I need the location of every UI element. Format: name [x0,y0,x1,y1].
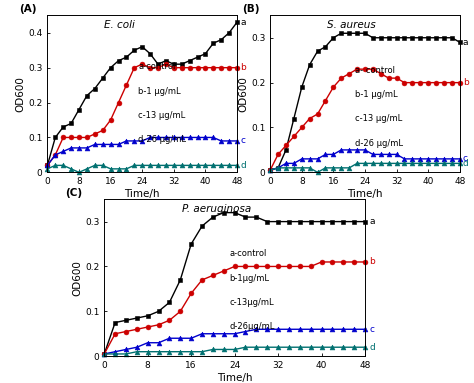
Text: c: c [369,325,374,334]
Text: b: b [369,257,375,267]
Text: c: c [240,136,245,146]
Text: d: d [240,161,246,170]
Text: (C): (C) [65,188,82,198]
X-axis label: Time/h: Time/h [125,189,160,199]
Text: b-1 μg/mL: b-1 μg/mL [138,87,181,96]
Text: d-26 μg/mL: d-26 μg/mL [356,139,403,147]
Text: (B): (B) [242,4,259,14]
Y-axis label: OD600: OD600 [15,76,26,112]
Text: a-control: a-control [229,249,267,259]
X-axis label: Time/h: Time/h [347,189,383,199]
X-axis label: Time/h: Time/h [217,373,252,383]
Text: b-1μg/mL: b-1μg/mL [229,274,269,283]
Text: S. aureus: S. aureus [327,20,376,30]
Text: d: d [369,343,375,352]
Text: b: b [463,78,469,87]
Text: E. coli: E. coli [104,20,135,30]
Text: c: c [463,154,468,164]
Text: a-control: a-control [138,62,176,71]
Text: a: a [463,38,468,47]
Y-axis label: OD600: OD600 [238,76,248,112]
Y-axis label: OD600: OD600 [72,260,82,296]
Text: a: a [240,18,246,27]
Text: a: a [369,217,375,226]
Text: b: b [240,63,246,72]
Text: (A): (A) [19,4,36,14]
Text: c-13 μg/mL: c-13 μg/mL [356,114,403,123]
Text: c-13μg/mL: c-13μg/mL [229,298,274,307]
Text: d-26μg/mL: d-26μg/mL [229,322,275,331]
Text: c-13 μg/mL: c-13 μg/mL [138,111,186,120]
Text: d-26 μg/mL: d-26 μg/mL [138,136,186,144]
Text: b-1 μg/mL: b-1 μg/mL [356,90,398,99]
Text: P. aeruginosa: P. aeruginosa [182,204,252,214]
Text: d: d [463,159,469,168]
Text: a- control: a- control [356,65,395,75]
